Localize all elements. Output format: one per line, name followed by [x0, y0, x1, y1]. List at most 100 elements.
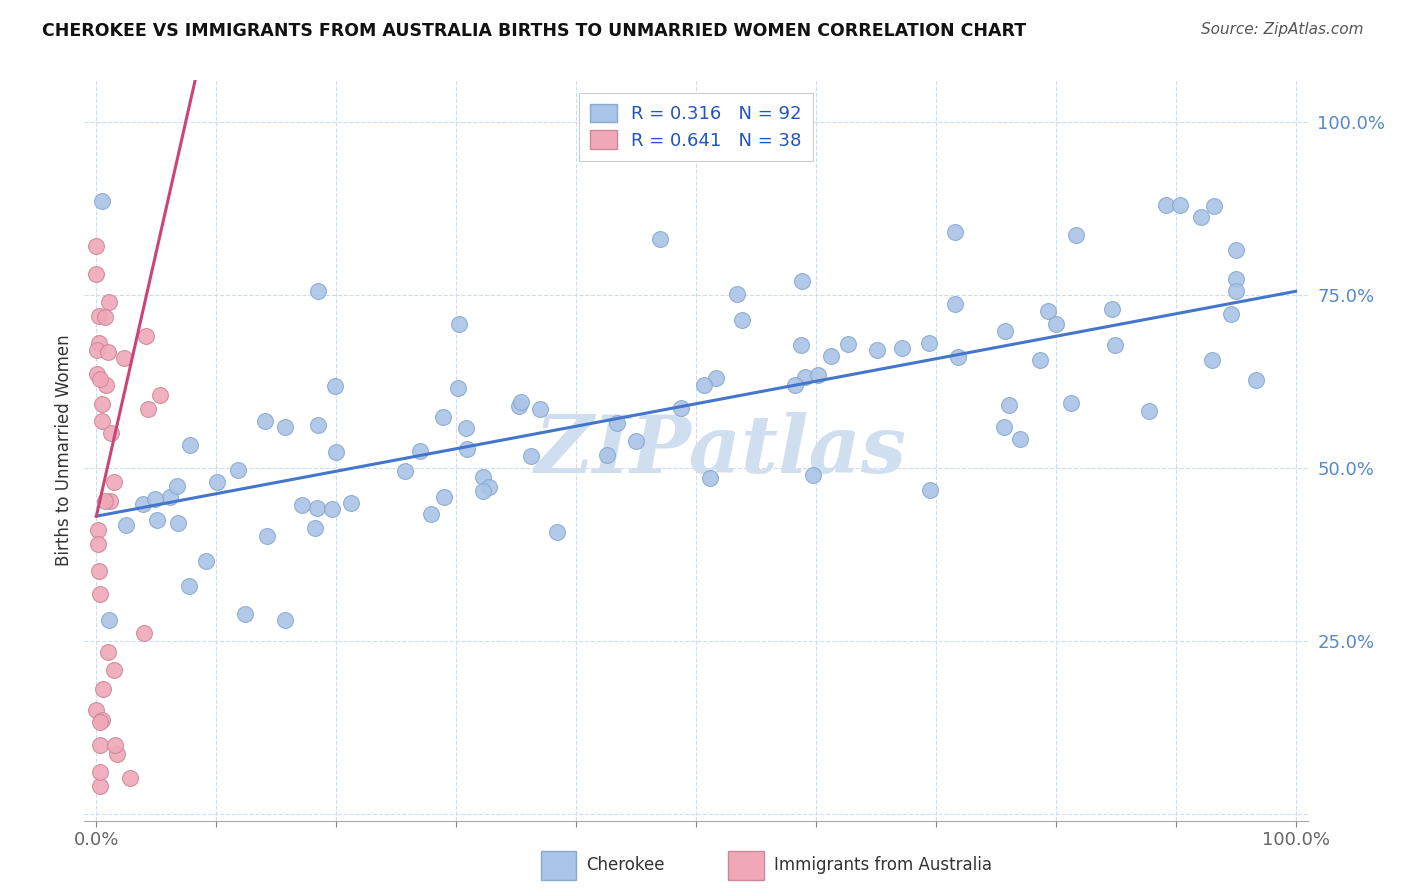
Text: ZIPatlas: ZIPatlas: [534, 412, 907, 489]
Point: [1225, 285, 1247, 299]
Point: [115, 518, 138, 533]
Point: [304, 521, 326, 535]
Point: [135, 329, 157, 343]
Point: [596, 448, 619, 462]
Text: Source: ZipAtlas.com: Source: ZipAtlas.com: [1201, 22, 1364, 37]
Point: [918, 336, 941, 351]
Point: [86, 343, 108, 357]
Point: [994, 324, 1017, 338]
Point: [1225, 244, 1247, 258]
Point: [90, 713, 112, 727]
Point: [1137, 404, 1160, 418]
Point: [408, 444, 430, 458]
Point: [87, 523, 110, 537]
Point: [89, 371, 111, 385]
Point: [837, 337, 859, 351]
Point: [648, 232, 671, 246]
Point: [145, 513, 167, 527]
Point: [89, 738, 111, 752]
Point: [454, 420, 477, 434]
Point: [104, 738, 127, 752]
FancyBboxPatch shape: [728, 851, 763, 880]
Point: [87, 336, 110, 351]
Point: [866, 343, 889, 357]
Point: [89, 714, 111, 729]
Point: [105, 747, 128, 761]
FancyBboxPatch shape: [541, 851, 576, 880]
Point: [692, 378, 714, 392]
Point: [546, 524, 568, 539]
Point: [321, 502, 343, 516]
Point: [167, 516, 190, 531]
Point: [1202, 198, 1225, 212]
Point: [478, 480, 501, 494]
Point: [508, 399, 530, 413]
Point: [93, 681, 115, 696]
Point: [1220, 307, 1243, 321]
Point: [920, 483, 942, 498]
Point: [226, 463, 249, 477]
Point: [86, 267, 108, 281]
Point: [943, 297, 966, 311]
Point: [103, 663, 125, 677]
Point: [97, 613, 120, 627]
Point: [1154, 198, 1177, 212]
Point: [97, 344, 120, 359]
Point: [112, 351, 135, 365]
Point: [1168, 198, 1191, 212]
Point: [134, 626, 156, 640]
Point: [97, 644, 120, 658]
Point: [394, 464, 416, 478]
Point: [94, 310, 117, 325]
Point: [432, 410, 454, 425]
Point: [606, 417, 628, 431]
Point: [471, 483, 494, 498]
Point: [136, 401, 159, 416]
Point: [89, 764, 111, 779]
Point: [98, 494, 121, 508]
Point: [254, 414, 277, 428]
Point: [1246, 373, 1268, 387]
Text: CHEROKEE VS IMMIGRANTS FROM AUSTRALIA BIRTHS TO UNMARRIED WOMEN CORRELATION CHAR: CHEROKEE VS IMMIGRANTS FROM AUSTRALIA BI…: [42, 22, 1026, 40]
Point: [308, 418, 330, 433]
Point: [792, 274, 814, 288]
Point: [704, 371, 727, 385]
Point: [1201, 352, 1223, 367]
Point: [807, 368, 830, 382]
Point: [149, 388, 172, 402]
Point: [1101, 302, 1123, 317]
Point: [291, 499, 314, 513]
Point: [194, 554, 217, 568]
Point: [103, 475, 125, 489]
Point: [820, 349, 842, 363]
Point: [131, 497, 153, 511]
Point: [993, 420, 1015, 434]
Point: [91, 414, 114, 428]
Point: [1029, 353, 1052, 368]
Point: [997, 398, 1019, 412]
Point: [89, 564, 111, 578]
Point: [510, 395, 533, 409]
Point: [118, 772, 141, 786]
Point: [100, 426, 122, 441]
Point: [87, 537, 110, 551]
Point: [177, 579, 200, 593]
Point: [948, 350, 970, 364]
Point: [323, 378, 346, 392]
Point: [98, 295, 121, 310]
Point: [1104, 338, 1126, 352]
Point: [305, 500, 328, 515]
Y-axis label: Births to Unmarried Women: Births to Unmarried Women: [55, 334, 73, 566]
Point: [419, 507, 441, 521]
Point: [205, 475, 228, 490]
Point: [624, 434, 647, 448]
Legend: R = 0.316   N = 92, R = 0.641   N = 38: R = 0.316 N = 92, R = 0.641 N = 38: [579, 93, 813, 161]
Point: [94, 493, 117, 508]
Text: Immigrants from Australia: Immigrants from Australia: [773, 856, 991, 874]
Point: [1225, 272, 1247, 286]
Point: [1060, 396, 1083, 410]
Point: [325, 445, 347, 459]
Point: [91, 194, 114, 209]
Point: [89, 779, 111, 793]
Point: [233, 607, 256, 622]
